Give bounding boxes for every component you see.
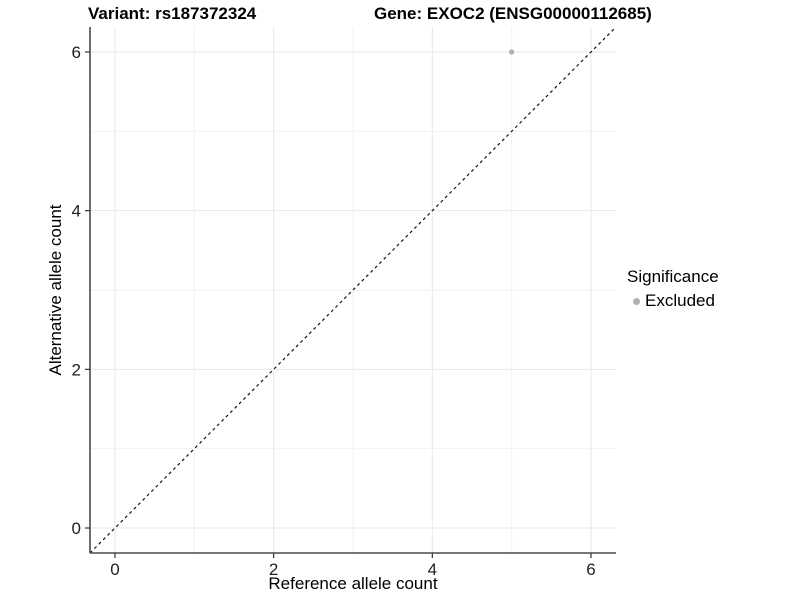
y-axis-label: Alternative allele count: [46, 204, 65, 376]
y-tick-label: 4: [72, 202, 81, 221]
x-tick-label: 6: [586, 560, 595, 579]
x-tick-label: 0: [110, 560, 119, 579]
y-tick-label: 2: [72, 360, 81, 379]
legend-point-marker-icon: [633, 297, 640, 305]
x-tick-label: 2: [269, 560, 278, 579]
y-tick-label: 0: [72, 519, 81, 538]
plot-title-variant: Variant: rs187372324: [88, 4, 257, 23]
legend-item-label: Excluded: [645, 291, 715, 310]
legend-title: Significance: [627, 267, 719, 286]
x-tick-label: 4: [428, 560, 437, 579]
legend-item-excluded: Excluded: [627, 291, 719, 311]
plot-title-gene: Gene: EXOC2 (ENSG00000112685): [374, 4, 652, 23]
legend: Significance Excluded: [627, 267, 719, 311]
y-tick-label: 6: [72, 43, 81, 62]
data-point-excluded: [509, 49, 515, 55]
x-axis-label: Reference allele count: [268, 574, 438, 593]
